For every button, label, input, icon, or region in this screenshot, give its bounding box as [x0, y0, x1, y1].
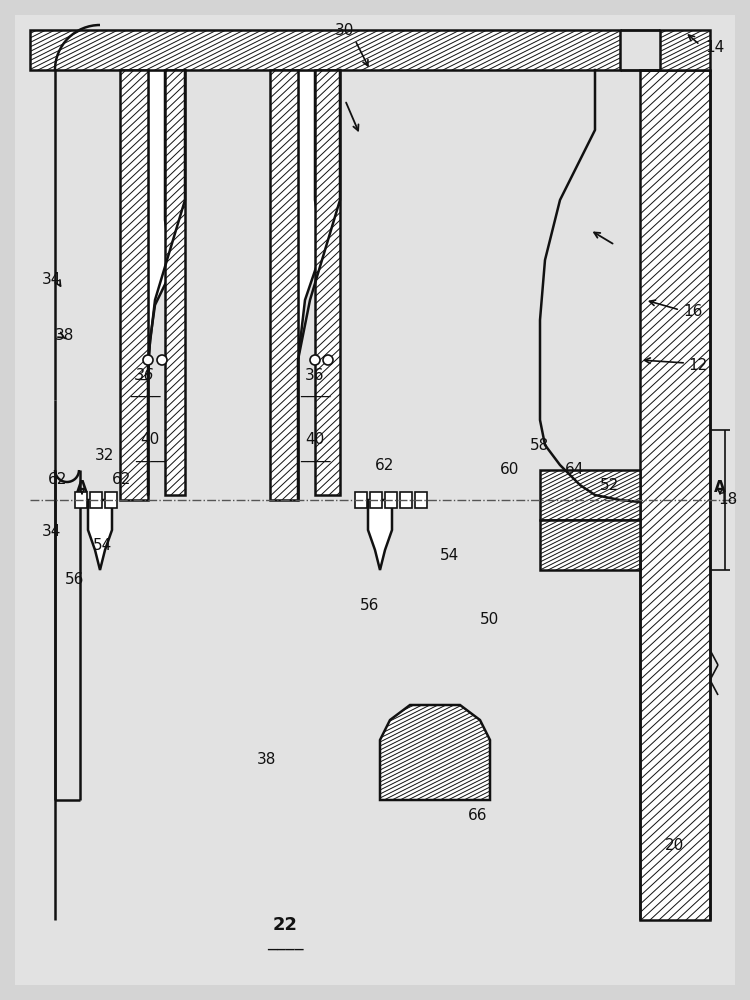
Text: ____: ____ — [300, 447, 330, 462]
Circle shape — [310, 355, 320, 365]
Text: 32: 32 — [95, 448, 114, 462]
Circle shape — [323, 355, 333, 365]
Polygon shape — [15, 15, 735, 985]
Text: 34: 34 — [42, 524, 62, 540]
Text: 38: 38 — [257, 752, 277, 768]
Text: ____: ____ — [267, 932, 303, 950]
Text: 54: 54 — [440, 548, 459, 562]
Text: 62: 62 — [48, 473, 68, 488]
Text: 12: 12 — [688, 358, 707, 372]
Text: 38: 38 — [55, 328, 74, 342]
Text: 50: 50 — [480, 612, 500, 628]
Bar — [75, 492, 87, 508]
Text: 40: 40 — [140, 432, 160, 448]
Text: 60: 60 — [500, 462, 519, 478]
Text: 20: 20 — [665, 838, 684, 852]
Text: 40: 40 — [305, 432, 325, 448]
Text: 52: 52 — [600, 478, 619, 492]
Polygon shape — [270, 70, 298, 500]
Bar — [400, 492, 412, 508]
Text: 36: 36 — [305, 367, 325, 382]
Polygon shape — [120, 70, 148, 500]
Text: 62: 62 — [375, 458, 394, 473]
Text: 58: 58 — [530, 438, 549, 452]
Text: 34: 34 — [42, 272, 62, 288]
Text: 64: 64 — [565, 462, 584, 478]
Text: 56: 56 — [65, 572, 84, 587]
Polygon shape — [30, 30, 620, 70]
Text: 14: 14 — [705, 39, 724, 54]
Text: 62: 62 — [112, 473, 131, 488]
Polygon shape — [540, 470, 640, 520]
Text: A: A — [714, 480, 726, 494]
Polygon shape — [660, 30, 710, 70]
Bar — [370, 492, 382, 508]
Bar — [90, 492, 102, 508]
Text: 66: 66 — [468, 808, 488, 822]
Text: 16: 16 — [683, 304, 702, 320]
Polygon shape — [380, 705, 490, 800]
Polygon shape — [298, 70, 322, 500]
Bar — [105, 492, 117, 508]
Circle shape — [143, 355, 153, 365]
Text: 22: 22 — [272, 916, 298, 934]
Text: A: A — [76, 480, 88, 494]
Text: ____: ____ — [130, 382, 160, 397]
Polygon shape — [540, 520, 640, 570]
Text: 18: 18 — [718, 492, 737, 508]
Bar — [355, 492, 367, 508]
Polygon shape — [315, 70, 340, 495]
Polygon shape — [148, 70, 172, 495]
Text: 56: 56 — [360, 597, 380, 612]
Polygon shape — [640, 70, 710, 920]
Polygon shape — [368, 500, 392, 570]
Text: 30: 30 — [335, 23, 355, 38]
Text: 54: 54 — [93, 538, 112, 552]
Text: ____: ____ — [135, 447, 165, 462]
Text: 36: 36 — [135, 367, 154, 382]
Bar — [385, 492, 397, 508]
Circle shape — [157, 355, 167, 365]
Polygon shape — [165, 70, 185, 495]
Text: ____: ____ — [300, 382, 330, 397]
Bar — [415, 492, 427, 508]
Polygon shape — [88, 500, 112, 570]
Polygon shape — [535, 70, 640, 920]
